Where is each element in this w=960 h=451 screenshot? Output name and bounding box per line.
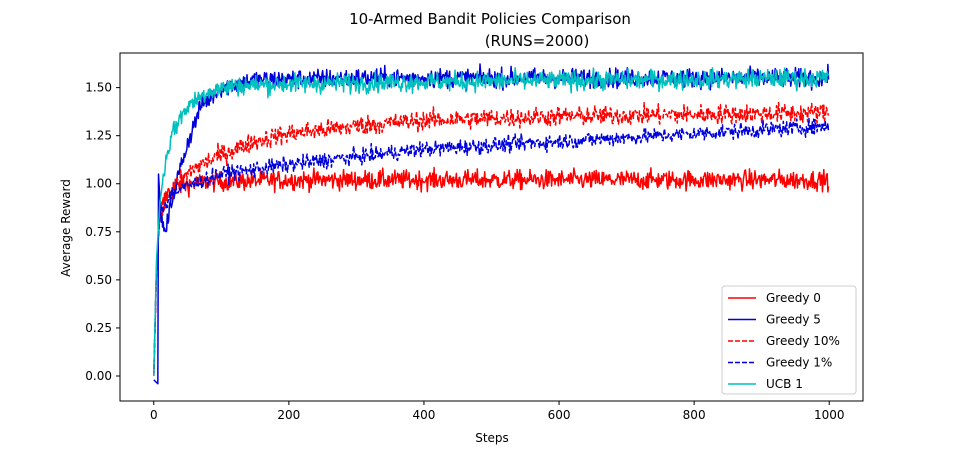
y-tick-label: 0.75 <box>85 225 112 239</box>
legend-label: Greedy 10% <box>766 334 840 348</box>
y-tick-label: 1.00 <box>85 177 112 191</box>
plot-frame <box>119 52 864 402</box>
series-line-ucb-1 <box>153 67 830 377</box>
legend-label: Greedy 0 <box>766 291 821 305</box>
x-tick-label: 1000 <box>814 408 845 422</box>
y-tick-label: 1.50 <box>85 81 112 95</box>
legend-label: UCB 1 <box>766 377 803 391</box>
x-tick-label: 0 <box>150 408 158 422</box>
legend-label: Greedy 1% <box>766 356 832 370</box>
y-axis-label: Average Reward <box>59 179 73 277</box>
series-line-greedy-10- <box>153 101 830 377</box>
y-axis-ticks: 0.00 0.25 0.50 0.75 1.00 1.25 1.50 <box>85 81 120 383</box>
series-line-greedy-1- <box>153 117 830 377</box>
series-line-greedy-0 <box>153 166 830 377</box>
y-tick-label: 0.25 <box>85 321 112 335</box>
x-tick-label: 400 <box>413 408 436 422</box>
y-tick-label: 1.25 <box>85 129 112 143</box>
chart-title-line-2: (RUNS=2000) <box>485 32 590 50</box>
series-layer <box>153 63 830 385</box>
x-tick-label: 200 <box>277 408 300 422</box>
x-axis-ticks: 0 200 400 600 800 1000 <box>150 401 845 422</box>
legend-label: Greedy 5 <box>766 313 821 327</box>
y-tick-label: 0.00 <box>85 369 112 383</box>
legend: Greedy 0 Greedy 5 Greedy 10% Greedy 1% UCB 1 <box>721 285 857 395</box>
x-tick-label: 600 <box>548 408 571 422</box>
chart-title-line-1: 10-Armed Bandit Policies Comparison <box>349 10 631 28</box>
y-tick-label: 0.50 <box>85 273 112 287</box>
x-axis-label: Steps <box>475 431 509 445</box>
x-tick-label: 800 <box>683 408 706 422</box>
series-line-greedy-5 <box>153 63 830 385</box>
legend-box <box>721 285 857 395</box>
